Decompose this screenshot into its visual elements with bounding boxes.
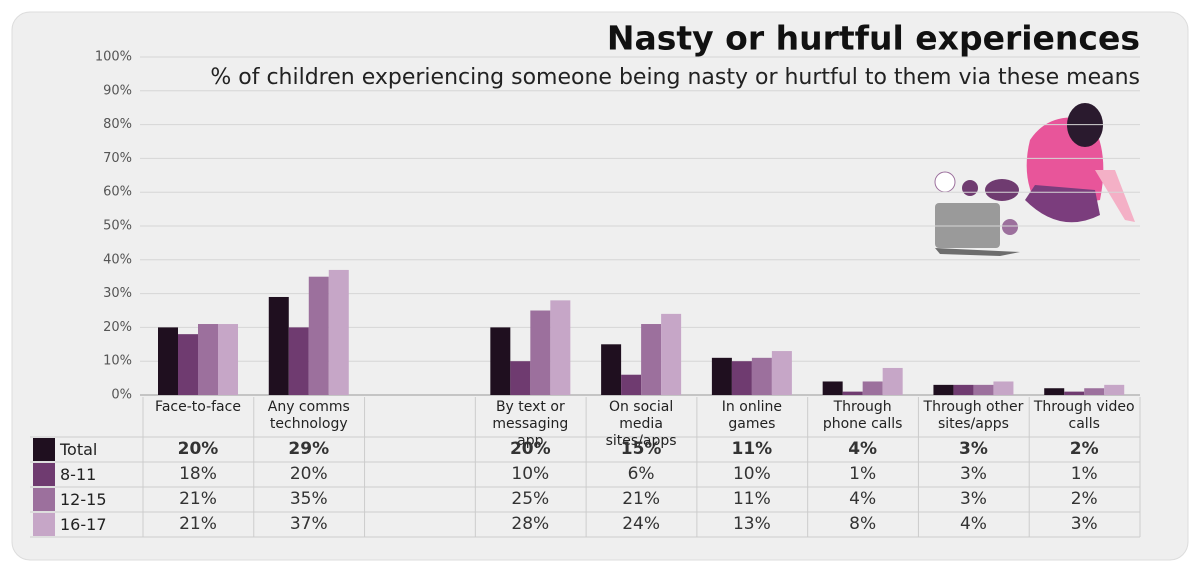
value-label: 18%: [179, 464, 217, 484]
bar: [751, 357, 772, 395]
x-tick-label: Face-to-face: [155, 399, 241, 415]
value-label: 25%: [511, 489, 550, 509]
y-tick-label: 40%: [103, 252, 132, 267]
bar: [933, 384, 954, 395]
bar: [1064, 391, 1085, 395]
value-label: 35%: [289, 489, 328, 509]
chart-subtitle: % of children experiencing someone being…: [210, 65, 1140, 90]
bar: [550, 300, 571, 395]
bar: [953, 384, 974, 395]
legend-swatch: [33, 488, 55, 511]
x-tick-label: On social media sites/apps: [605, 399, 677, 449]
bar: [510, 361, 531, 395]
value-label: 11%: [732, 489, 771, 509]
bar: [490, 327, 511, 395]
y-tick-label: 0%: [111, 388, 132, 403]
value-label: 24%: [622, 514, 660, 534]
value-label: 37%: [289, 514, 328, 534]
y-tick-label: 60%: [103, 185, 132, 200]
value-label: 15%: [620, 439, 662, 459]
x-tick-label: Through phone calls: [822, 399, 903, 432]
bar: [822, 381, 843, 395]
value-label: 1%: [1070, 464, 1098, 484]
panel: [11, 11, 1189, 561]
y-tick-label: 10%: [103, 354, 132, 369]
y-tick-label: 70%: [103, 151, 132, 166]
bar: [178, 334, 198, 395]
bar: [882, 367, 903, 395]
y-tick-label: 20%: [103, 320, 132, 335]
y-tick-label: 80%: [103, 117, 132, 132]
bar: [711, 357, 732, 395]
value-label: 20%: [177, 439, 219, 459]
value-label: 10%: [732, 464, 771, 484]
bar: [158, 327, 178, 395]
value-label: 3%: [959, 439, 988, 459]
value-label: 2%: [1069, 439, 1099, 459]
illustration: [934, 103, 1135, 256]
bar: [641, 324, 662, 395]
value-label: 3%: [959, 489, 987, 509]
y-tick-label: 90%: [103, 83, 132, 98]
x-tick-label: Through video calls: [1033, 399, 1135, 432]
value-label: 13%: [732, 514, 771, 534]
bar: [731, 361, 752, 395]
bar: [268, 296, 289, 395]
x-tick-label: By text or messaging app: [492, 399, 569, 449]
bar: [530, 310, 551, 395]
bar: [198, 324, 218, 395]
value-label: 4%: [848, 439, 878, 459]
value-label: 21%: [622, 489, 660, 509]
value-label: 4%: [849, 489, 877, 509]
legend-label: Total: [60, 440, 98, 459]
bar: [601, 344, 622, 395]
legend-swatch: [33, 513, 55, 536]
y-tick-label: 100%: [95, 50, 132, 65]
value-label: 20%: [289, 464, 328, 484]
bar: [993, 381, 1014, 395]
value-label: 3%: [1070, 514, 1098, 534]
value-label: 1%: [849, 464, 877, 484]
bar: [973, 384, 994, 395]
value-label: 4%: [959, 514, 987, 534]
bar: [1044, 388, 1065, 395]
legend-swatch: [33, 463, 55, 486]
value-label: 11%: [731, 439, 773, 459]
value-label: 6%: [627, 464, 655, 484]
bar: [1104, 384, 1125, 395]
value-label: 21%: [179, 489, 217, 509]
x-tick-label: In online games: [721, 399, 782, 432]
value-label: 10%: [511, 464, 550, 484]
bar: [862, 381, 883, 395]
bar: [1084, 388, 1105, 395]
bar: [842, 391, 863, 395]
bar: [771, 351, 792, 395]
bar: [661, 313, 682, 395]
bar: [621, 374, 642, 395]
value-label: 21%: [179, 514, 217, 534]
y-tick-label: 50%: [103, 219, 132, 234]
bar: [218, 324, 238, 395]
chart-title: Nasty or hurtful experiences: [607, 19, 1140, 58]
value-label: 20%: [509, 439, 551, 459]
x-tick-label: Through other sites/apps: [923, 399, 1024, 432]
value-label: 28%: [511, 514, 550, 534]
bar: [288, 327, 309, 395]
legend-swatch: [33, 438, 55, 461]
value-label: 2%: [1070, 489, 1098, 509]
value-label: 3%: [959, 464, 987, 484]
legend-label: 12-15: [60, 490, 107, 509]
legend-label: 8-11: [60, 465, 97, 484]
bar: [328, 269, 349, 395]
y-tick-label: 30%: [103, 286, 132, 301]
value-label: 29%: [288, 439, 330, 459]
bar: [308, 276, 329, 395]
legend-label: 16-17: [60, 515, 107, 534]
x-tick-label: Any comms technology: [267, 399, 350, 432]
value-label: 8%: [849, 514, 877, 534]
